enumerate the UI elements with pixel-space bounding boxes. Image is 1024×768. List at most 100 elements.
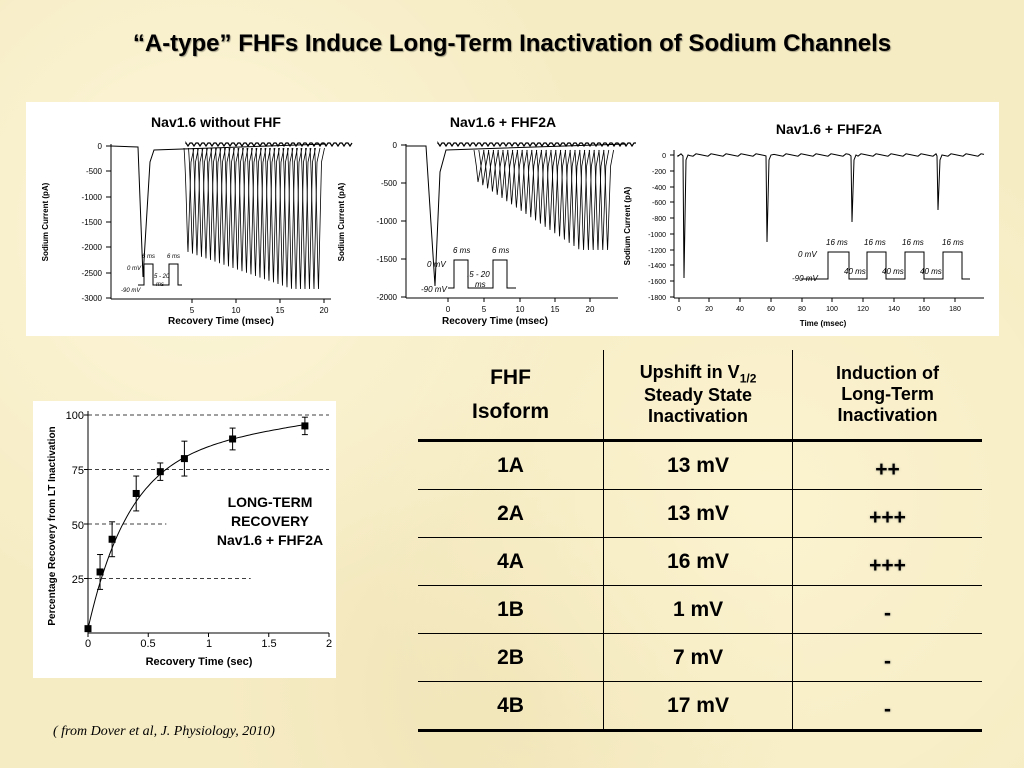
recovery-xtick: 0.5 [140, 638, 155, 650]
panel-b-ytick: -500 [381, 179, 398, 188]
trace-b-sweep [488, 149, 499, 192]
trace-b-sweep [492, 149, 504, 195]
trace-a-sweep [210, 147, 222, 262]
panel-c-xtick: 140 [888, 306, 900, 313]
trace-a [110, 141, 353, 290]
trace-b-sweep [473, 149, 485, 183]
header-isoform: FHF Isoform [418, 350, 604, 442]
table-row: 4B 17 mV - [418, 681, 982, 732]
panel-c-title: Nav1.6 + FHF2A [776, 121, 882, 137]
trace-a-sweep [237, 147, 249, 272]
header-upshift-line2: Steady State [644, 385, 753, 406]
panel-c-gap: 40 ms [920, 267, 942, 276]
trace-b-sweep [516, 149, 528, 211]
trace-a-sweep [251, 147, 262, 277]
panel-c-pulse: 16 ms [826, 238, 848, 247]
trace-a-sweep [255, 147, 267, 278]
panel-a-gap1: 5 - 20 [154, 274, 170, 280]
panel-b-v0: 0 mV [427, 260, 446, 269]
trace-a-sweep [228, 147, 240, 269]
header-upshift-line3: Inactivation [648, 406, 749, 427]
header-induction-line1: Induction of [836, 363, 940, 383]
trace-b-sweep [555, 149, 566, 237]
induction-value: - [884, 649, 892, 673]
panel-a-v90: -90 mV [121, 288, 141, 294]
table-row: 1B 1 mV - [418, 585, 982, 634]
cell-isoform: 1B [418, 585, 604, 634]
data-point [84, 625, 92, 633]
protocol-b [448, 259, 516, 289]
data-point [132, 489, 140, 497]
trace-b-sweep [526, 149, 538, 218]
cell-induction: - [792, 681, 982, 732]
trace-a-sweep [201, 147, 213, 259]
panel-a-ytick: -2000 [82, 243, 103, 252]
panel-a-title: Nav1.6 without FHF [151, 114, 281, 130]
trace-a-sweep [309, 147, 321, 290]
cell-upshift: 7 mV [603, 633, 794, 682]
panel-a-xtick: 15 [276, 306, 285, 315]
header-upshift: Upshift in V1/2 Steady State Inactivatio… [603, 350, 794, 442]
trace-a-sweep [215, 147, 226, 264]
panel-b-gap2: ms [475, 280, 486, 289]
trace-b-first-pulse [406, 143, 627, 287]
panel-b-xtick: 0 [446, 305, 451, 314]
trace-b-sweep [478, 149, 490, 186]
cell-upshift: 16 mV [603, 537, 794, 586]
panel-b-gap1: .5 - 20 [467, 270, 490, 279]
trace-b-sweep [569, 149, 581, 247]
panel-b-v90: -90 mV [421, 285, 447, 294]
recovery-annotation-line1: LONG-TERM [228, 494, 313, 510]
trace-b-sweep [574, 149, 586, 250]
trace-b-sweep [540, 149, 552, 227]
cell-induction: - [792, 633, 982, 682]
traces-svg: Nav1.6 without FHF Sodium Current (pA) R… [41, 114, 985, 328]
panel-b-p1: 6 ms [453, 246, 470, 255]
cell-isoform: 2A [418, 489, 604, 538]
cell-induction: +++ [792, 489, 982, 538]
induction-value: - [884, 697, 892, 721]
trace-a-sweep [305, 147, 316, 290]
trace-a-sweep [260, 147, 271, 280]
panel-a-gap2: ms [156, 282, 164, 288]
trace-b-sweep [497, 149, 509, 199]
trace-b-sweep [507, 149, 518, 205]
fhf-isoform-table: FHF Isoform Upshift in V1/2 Steady State… [418, 350, 982, 732]
induction-value: +++ [869, 505, 906, 529]
induction-value: ++ [875, 457, 900, 481]
panel-a-xtick: 10 [232, 306, 241, 315]
panel-c-xtick: 60 [767, 306, 775, 313]
data-point [156, 468, 164, 476]
panel-b-ylabel: Sodium Current (pA) [337, 182, 346, 261]
panel-a-ytick: 0 [98, 142, 103, 151]
cell-isoform: 4A [418, 537, 604, 586]
trace-a-sweep [287, 147, 298, 289]
cell-upshift: 13 mV [603, 440, 794, 490]
header-isoform-line2: Isoform [472, 399, 550, 423]
panel-c-ylabel: Sodium Current (pA) [623, 186, 632, 265]
trace-a-baseline [185, 141, 353, 148]
cell-isoform: 2B [418, 633, 604, 682]
panel-c-xtick: 40 [736, 306, 744, 313]
trace-a-sweep [183, 147, 195, 253]
trace-c-line [677, 153, 985, 279]
panel-c-xtick: 100 [826, 306, 838, 313]
trace-a-sweep [264, 147, 276, 281]
panel-c-xtick: 180 [949, 306, 961, 313]
cell-upshift: 1 mV [603, 585, 794, 634]
panel-a-ytick: -2500 [82, 269, 103, 278]
panel-b-xlabel: Recovery Time (msec) [442, 316, 548, 327]
panel-c-xlabel: Time (msec) [800, 319, 847, 328]
panel-b-xtick: 15 [551, 305, 560, 314]
trace-a-sweep [192, 147, 204, 256]
panel-b-xtick: 20 [586, 305, 595, 314]
trace-b-sweep [550, 149, 562, 234]
trace-b [406, 141, 636, 287]
trace-a-sweep [273, 147, 285, 285]
trace-b-sweep [483, 149, 494, 189]
panel-c-ytick: -200 [652, 169, 666, 176]
panel-a-ytick: -1500 [82, 218, 103, 227]
panel-a-xtick: 5 [190, 306, 195, 315]
panel-c-ytick: -1600 [648, 279, 666, 286]
panel-c-gap: 40 ms [882, 267, 904, 276]
